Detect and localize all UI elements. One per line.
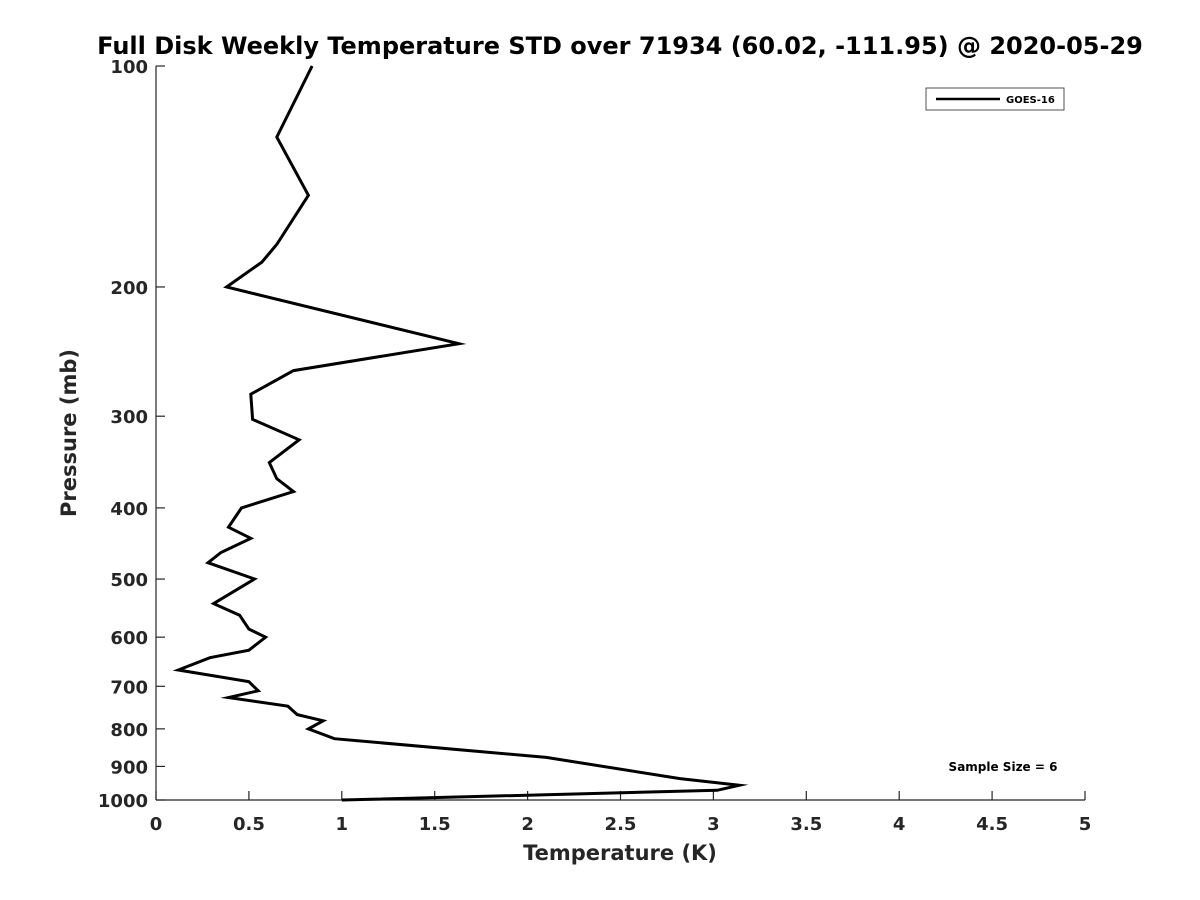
y-tick-label: 900	[110, 757, 148, 778]
y-tick-label: 300	[110, 407, 148, 428]
y-tick-label: 100	[110, 57, 148, 78]
x-ticks: 0 0.5 1 1.5 2 2.5 3 3.5 4 4.5 5	[150, 791, 1092, 835]
x-tick-label: 0.5	[233, 814, 265, 835]
chart-title: Full Disk Weekly Temperature STD over 71…	[97, 32, 1143, 60]
x-axis-label: Temperature (K)	[523, 841, 717, 865]
y-tick-label: 200	[110, 278, 148, 299]
x-tick-label: 0	[150, 814, 163, 835]
x-tick-label: 3.5	[790, 814, 822, 835]
x-tick-label: 5	[1079, 814, 1092, 835]
y-tick-label: 1000	[98, 791, 148, 812]
y-tick-label: 400	[110, 499, 148, 520]
series-layer	[172, 65, 749, 802]
y-tick-label: 700	[110, 677, 148, 698]
y-tick-label: 600	[110, 628, 148, 649]
legend-label-goes-16: GOES-16	[1006, 95, 1055, 106]
legend: GOES-16	[925, 87, 1065, 111]
sample-size-annotation: Sample Size = 6	[949, 760, 1058, 774]
x-tick-label: 1	[336, 814, 349, 835]
series-line-goes-16	[172, 65, 749, 802]
x-tick-label: 1.5	[419, 814, 451, 835]
x-tick-label: 2.5	[605, 814, 637, 835]
y-axis-label: Pressure (mb)	[57, 349, 81, 517]
y-ticks: 100 200 300 400 500 600 700 800 900 1000	[98, 57, 165, 812]
y-tick-label: 800	[110, 720, 148, 741]
x-tick-label: 3	[707, 814, 720, 835]
y-tick-label: 500	[110, 570, 148, 591]
x-tick-label: 4	[893, 814, 906, 835]
x-tick-label: 2	[521, 814, 534, 835]
x-tick-label: 4.5	[976, 814, 1008, 835]
